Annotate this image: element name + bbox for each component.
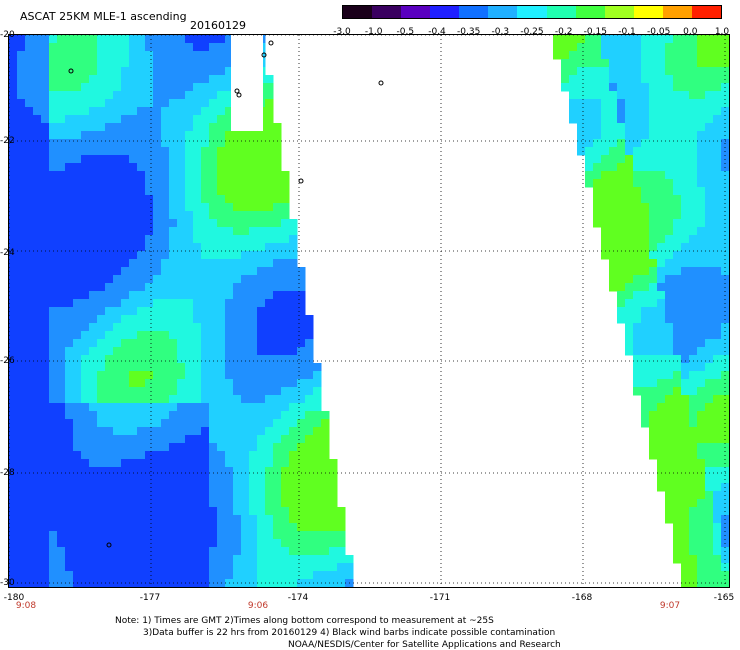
colorbar-tick-label: -0.15 bbox=[583, 27, 607, 37]
colorbar-swatch bbox=[488, 6, 518, 18]
lat-label-28: -28 bbox=[0, 468, 15, 478]
colorbar-tick-label: -0.35 bbox=[457, 27, 481, 37]
lat-label-26: -26 bbox=[0, 356, 15, 366]
colorbar-tick-label: -0.25 bbox=[520, 27, 544, 37]
colorbar-tick-label: -0.3 bbox=[491, 27, 510, 37]
colorbar-tick-label: -0.4 bbox=[428, 27, 446, 37]
lon-label-168: -168 bbox=[571, 593, 593, 603]
colorbar-ticks: -3.0 -1.0 -0.5 -0.4 -0.35 -0.3 -0.25 -0.2 -0.15 -… bbox=[333, 27, 733, 39]
colorbar-tick-label: -1.0 bbox=[364, 27, 383, 37]
colorbar-swatch bbox=[430, 6, 460, 18]
lon-label-165: -165 bbox=[713, 593, 735, 603]
map-plot bbox=[8, 34, 730, 588]
colorbar-tick-label: -0.1 bbox=[618, 27, 636, 37]
note-line-1: Note: 1) Times are GMT 2)Times along bot… bbox=[115, 616, 494, 626]
colorbar-swatch bbox=[343, 6, 373, 18]
lat-label-30: -30 bbox=[0, 578, 15, 588]
colorbar-tick-label: -0.2 bbox=[554, 27, 573, 37]
map-canvas bbox=[9, 35, 729, 587]
colorbar-tick-label: -3.0 bbox=[333, 27, 351, 37]
map-date: 20160129 bbox=[190, 19, 246, 32]
colorbar-tick-label: 1.0 bbox=[714, 27, 730, 37]
colorbar-tick-label: -0.05 bbox=[647, 27, 671, 37]
map-title: ASCAT 25KM MLE-1 ascending bbox=[20, 10, 187, 23]
colorbar-swatch bbox=[662, 6, 692, 18]
time-label-center: 9:06 bbox=[247, 601, 269, 611]
time-label-east: 9:07 bbox=[659, 601, 681, 611]
lat-label-22: -22 bbox=[0, 136, 15, 146]
note-line-3: NOAA/NESDIS/Center for Satellite Applica… bbox=[288, 640, 561, 650]
colorbar-tick-label: -0.5 bbox=[396, 27, 415, 37]
lon-label-180: -180 bbox=[3, 593, 25, 603]
time-label-west: 9:08 bbox=[15, 601, 37, 611]
colorbar-swatch bbox=[691, 6, 722, 18]
colorbar-tick-label: 0.0 bbox=[683, 27, 698, 37]
lat-label-20: -20 bbox=[0, 30, 15, 40]
colorbar-swatch bbox=[372, 6, 402, 18]
note-line-2: 3)Data buffer is 22 hrs from 20160129 4)… bbox=[143, 628, 556, 638]
lon-label-171: -171 bbox=[429, 593, 451, 603]
colorbar-swatch bbox=[401, 6, 431, 18]
colorbar bbox=[342, 5, 722, 19]
colorbar-swatch bbox=[604, 6, 634, 18]
colorbar-swatch bbox=[575, 6, 605, 18]
colorbar-swatch bbox=[517, 6, 547, 18]
colorbar-swatch bbox=[546, 6, 576, 18]
lon-label-177: -177 bbox=[139, 593, 161, 603]
colorbar-swatch bbox=[633, 6, 663, 18]
lon-label-174: -174 bbox=[287, 593, 309, 603]
colorbar-swatch bbox=[459, 6, 489, 18]
lat-label-24: -24 bbox=[0, 248, 15, 258]
